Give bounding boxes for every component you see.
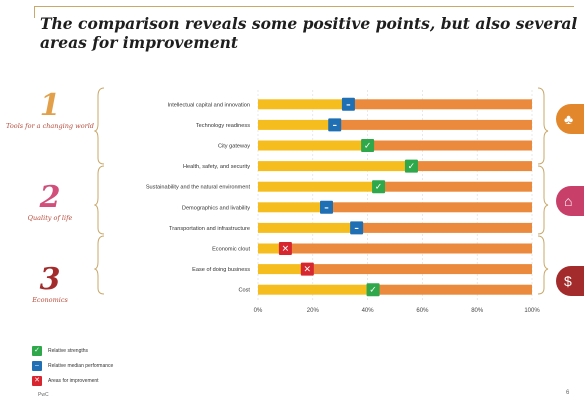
category-label: Intellectual capital and innovation: [168, 102, 250, 108]
bar-segment-yellow: [258, 222, 357, 233]
bar-segment-orange: [378, 181, 532, 192]
x-tick-label: 40%: [362, 308, 375, 314]
marker-box: [404, 159, 418, 173]
title-rule: [34, 6, 574, 7]
marker-box: [341, 97, 355, 111]
category-label: Economic clout: [212, 247, 250, 253]
marker-box: [372, 180, 386, 194]
bar-segment-yellow: [258, 161, 412, 172]
bar-segment-yellow: [258, 243, 286, 254]
check-icon: ✓: [408, 162, 416, 172]
dash-icon: –: [332, 121, 337, 131]
page-number: 6: [566, 390, 570, 396]
category-label: Sustainability and the natural environme…: [146, 185, 251, 191]
x-tick-label: 60%: [416, 308, 429, 314]
bar-segment-yellow: [258, 99, 349, 110]
right-section-brackets: [537, 87, 549, 295]
page-title: The comparison reveals some positive poi…: [40, 14, 578, 52]
tree-icon: ♣: [556, 104, 584, 134]
dash-icon: –: [324, 203, 329, 213]
category-label: Technology readiness: [196, 123, 250, 129]
marker-box: [278, 242, 292, 255]
category-label: Demographics and livability: [182, 205, 250, 211]
section-label: Quality of life: [27, 214, 73, 222]
cross-icon: ✕: [32, 376, 42, 386]
section-number: 2: [39, 180, 61, 215]
marker-box: [320, 200, 333, 214]
section-2: 2 Quality of life: [0, 180, 100, 223]
dash-icon: –: [32, 361, 42, 371]
category-label: Transportation and infrastructure: [169, 226, 250, 232]
section-number: 3: [39, 262, 61, 297]
bar-segment-orange: [348, 99, 532, 110]
money-icon: $: [556, 266, 584, 296]
marker-box: [350, 221, 364, 235]
bar-segment-yellow: [258, 140, 368, 151]
x-tick-label: 80%: [471, 308, 484, 314]
title-rule-tick: [34, 6, 35, 18]
section-label: Economics: [32, 296, 68, 304]
legend-label: Relative median performance: [48, 363, 114, 369]
bar-segment-orange: [373, 284, 532, 295]
bar-segment-yellow: [258, 119, 335, 130]
section-3: 3 Economics: [0, 262, 100, 305]
marker-box: [328, 118, 342, 132]
x-tick-label: 0%: [254, 308, 263, 314]
legend-medium: – Relative median performance: [32, 361, 113, 371]
bar-segment-orange: [411, 161, 532, 172]
check-icon: ✓: [32, 346, 42, 356]
check-icon: ✓: [375, 183, 383, 193]
bar-segment-yellow: [258, 284, 374, 295]
bar-segment-orange: [285, 243, 532, 254]
cross-icon: ✕: [304, 265, 312, 275]
category-label: Health, safety, and security: [183, 164, 250, 170]
x-tick-label: 100%: [524, 308, 540, 314]
section-label: Tools for a changing world: [6, 122, 94, 130]
section-1: 1 Tools for a changing world: [0, 88, 100, 131]
category-label: Ease of doing business: [192, 267, 250, 273]
bar-segment-orange: [307, 264, 532, 275]
bar-segment-yellow: [258, 181, 379, 192]
bar-segment-orange: [356, 222, 532, 233]
bar-segment-yellow: [258, 264, 308, 275]
legend-strength: ✓ Relative strengths: [32, 346, 88, 356]
marker-box: [300, 262, 314, 276]
dash-icon: –: [354, 224, 359, 234]
left-section-brackets: [94, 87, 105, 295]
legend-label: Relative strengths: [48, 348, 89, 354]
category-label: City gateway: [218, 144, 250, 150]
check-icon: ✓: [369, 286, 377, 296]
cross-icon: ✕: [282, 245, 290, 255]
bar-segment-orange: [334, 119, 532, 130]
footer-source: PwC: [38, 392, 49, 398]
house-icon: ⌂: [556, 186, 584, 216]
dash-icon: –: [346, 100, 351, 110]
bar-segment-yellow: [258, 202, 327, 213]
category-label: Cost: [238, 288, 250, 294]
legend-label: Areas for improvement: [48, 378, 99, 384]
section-number: 1: [39, 88, 61, 123]
x-tick-label: 20%: [307, 308, 320, 314]
bar-segment-orange: [326, 202, 532, 213]
marker-box: [361, 139, 375, 152]
legend-improvement: ✕ Areas for improvement: [32, 376, 99, 386]
bar-segment-orange: [367, 140, 532, 151]
check-icon: ✓: [364, 142, 372, 152]
marker-box: [366, 283, 380, 297]
